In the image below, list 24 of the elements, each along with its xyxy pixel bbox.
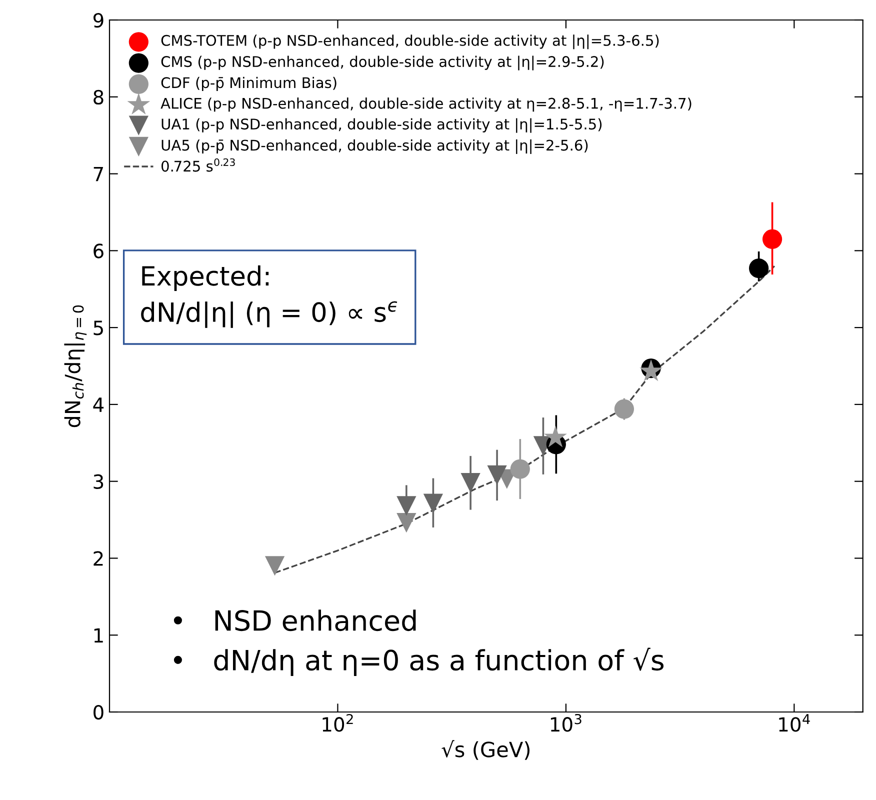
y-tick-label: 3 bbox=[94, 474, 104, 489]
y-axis-title: dN$_{ch}$/dη|$_{η=0}$ bbox=[64, 305, 87, 428]
legend-label: CMS (p-p NSD-enhanced, double-side activity at |η|=2.9-5.2) bbox=[161, 56, 604, 70]
annotation: Expected: dN/d|η| (η = 0) ∝ s$^{ϵ}$ bbox=[141, 265, 398, 328]
legend-label: UA1 (p-p NSD-enhanced, double-side activity at |η|=1.5-5.5) bbox=[162, 118, 602, 133]
annotation: • NSD enhanced • dN/dη at η=0 as a function of √s bbox=[174, 610, 664, 676]
legend-label: ALICE (p-p NSD-enhanced, double-side activity at η=2.8-5.1, -η=1.7-3.7) bbox=[160, 98, 692, 112]
legend-label: 0.725 s$^{0.23}$ bbox=[162, 158, 235, 172]
x-tick-label: 10$^{3}$ bbox=[550, 714, 582, 732]
y-tick-label: 1 bbox=[94, 628, 103, 642]
y-tick-label: 5 bbox=[94, 320, 103, 336]
legend-label: CDF (p-p̄ Minimum Bias) bbox=[161, 76, 336, 91]
x-tick-label: 10$^{4}$ bbox=[779, 714, 810, 732]
y-tick-label: 7 bbox=[94, 166, 103, 182]
y-tick-label: 4 bbox=[93, 398, 104, 412]
x-tick-label: 10$^{2}$ bbox=[322, 714, 353, 732]
y-tick-label: 0 bbox=[94, 704, 104, 720]
y-tick-label: 8 bbox=[94, 90, 104, 105]
legend-label: CMS-TOTEM (p-p NSD-enhanced, double-side activity at |η|=5.3-6.5) bbox=[161, 34, 659, 50]
legend-label: UA5 (p-p̄ NSD-enhanced, double-side activity at |η|=2-5.6) bbox=[162, 139, 588, 154]
y-tick-label: 9 bbox=[93, 12, 104, 28]
y-tick-label: 2 bbox=[94, 551, 103, 566]
x-axis-title: √s (GeV) bbox=[442, 740, 530, 760]
y-tick-label: 6 bbox=[94, 244, 104, 258]
